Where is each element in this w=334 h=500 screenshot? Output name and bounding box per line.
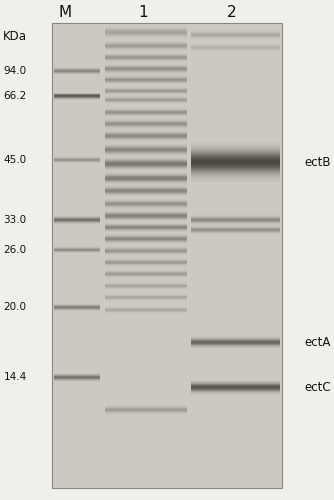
Bar bbox=[191, 180, 280, 181]
Text: 14.4: 14.4 bbox=[3, 372, 27, 382]
Text: ectB: ectB bbox=[304, 156, 331, 169]
Bar bbox=[191, 172, 280, 173]
Bar bbox=[191, 158, 280, 159]
Bar bbox=[191, 173, 280, 174]
Bar bbox=[191, 160, 280, 161]
Bar bbox=[191, 178, 280, 179]
Bar bbox=[191, 155, 280, 156]
Bar bbox=[191, 149, 280, 150]
Bar bbox=[191, 144, 280, 145]
Bar bbox=[191, 156, 280, 157]
Bar bbox=[191, 175, 280, 176]
Bar bbox=[191, 142, 280, 143]
Bar bbox=[191, 153, 280, 154]
Text: ectC: ectC bbox=[304, 381, 331, 394]
Text: 1: 1 bbox=[139, 5, 148, 20]
Bar bbox=[191, 167, 280, 168]
Bar bbox=[191, 179, 280, 180]
Bar bbox=[191, 147, 280, 148]
Text: 2: 2 bbox=[227, 5, 237, 20]
Text: 45.0: 45.0 bbox=[3, 155, 26, 165]
Bar bbox=[191, 170, 280, 171]
Bar bbox=[191, 164, 280, 165]
Bar bbox=[191, 157, 280, 158]
Text: KDa: KDa bbox=[3, 30, 27, 43]
Bar bbox=[191, 151, 280, 152]
Text: 26.0: 26.0 bbox=[3, 245, 26, 255]
Text: 33.0: 33.0 bbox=[3, 215, 26, 225]
Bar bbox=[191, 163, 280, 164]
Text: 66.2: 66.2 bbox=[3, 91, 27, 101]
Bar bbox=[52, 22, 282, 487]
Bar bbox=[191, 159, 280, 160]
Bar bbox=[191, 145, 280, 146]
Bar bbox=[191, 165, 280, 166]
Bar bbox=[191, 169, 280, 170]
Text: 94.0: 94.0 bbox=[3, 66, 26, 76]
Bar bbox=[191, 174, 280, 175]
Text: 20.0: 20.0 bbox=[3, 302, 26, 312]
Bar bbox=[191, 162, 280, 163]
Bar bbox=[191, 143, 280, 144]
Bar bbox=[191, 146, 280, 147]
Bar bbox=[191, 177, 280, 178]
Bar bbox=[191, 150, 280, 151]
Bar bbox=[191, 161, 280, 162]
Bar bbox=[191, 168, 280, 169]
Bar bbox=[191, 148, 280, 149]
Bar bbox=[191, 171, 280, 172]
Text: ectA: ectA bbox=[304, 336, 331, 349]
Bar bbox=[191, 181, 280, 182]
Text: M: M bbox=[58, 5, 72, 20]
Bar bbox=[191, 152, 280, 153]
Bar bbox=[191, 154, 280, 155]
Bar bbox=[191, 176, 280, 177]
Bar bbox=[191, 166, 280, 167]
